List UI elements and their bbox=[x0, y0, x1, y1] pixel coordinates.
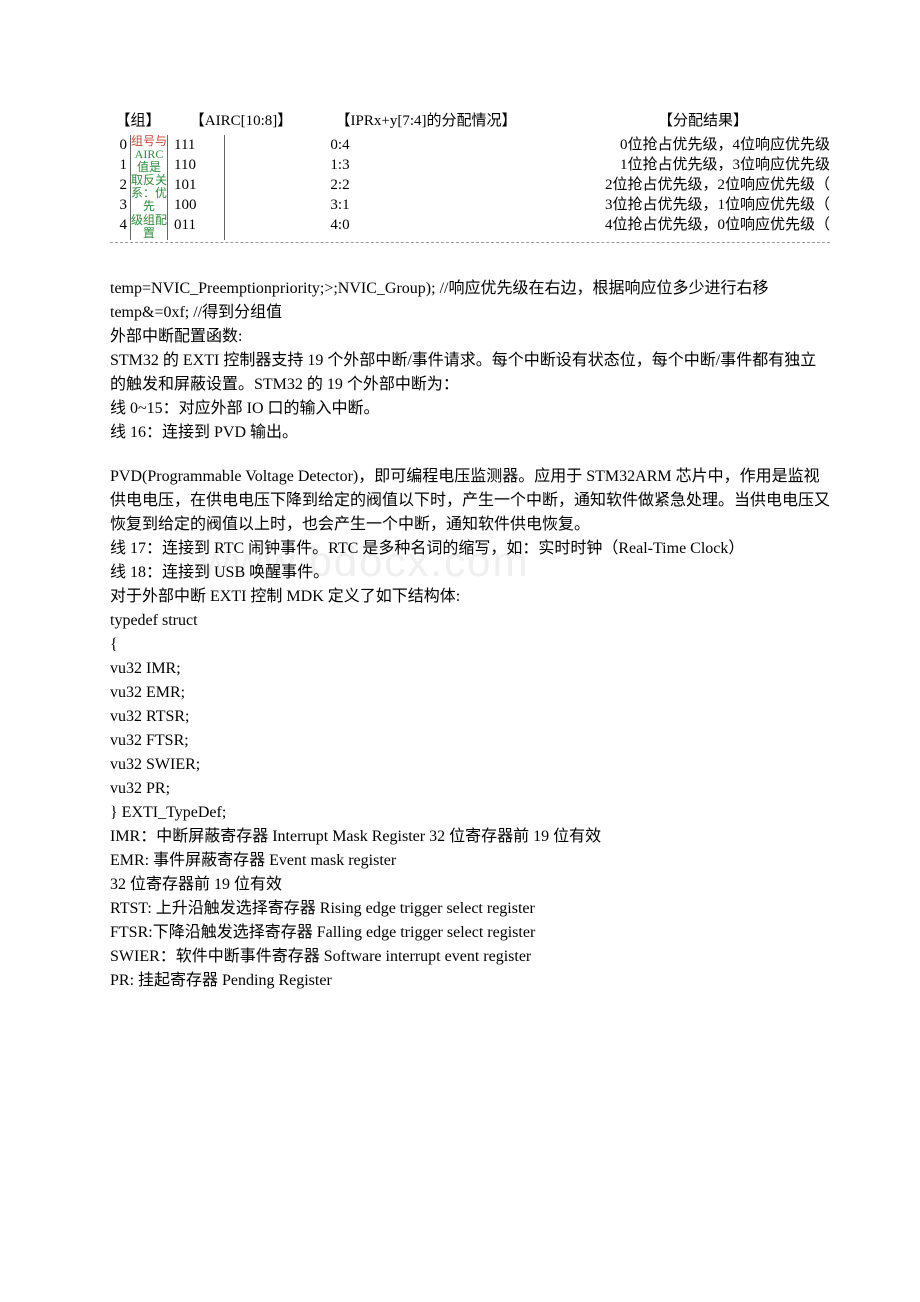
result-cell: 0位抢占优先级，4位响应优先级 bbox=[455, 135, 830, 155]
group-num: 1 bbox=[110, 155, 130, 175]
para: vu32 FTSR; bbox=[110, 729, 830, 753]
group-num: 0 bbox=[110, 135, 130, 155]
airc-cell: 100 bbox=[168, 195, 224, 215]
para: PR: 挂起寄存器 Pending Register bbox=[110, 969, 830, 993]
para: vu32 RTSR; bbox=[110, 705, 830, 729]
para: 线 17：连接到 RTC 闹钟事件。RTC 是多种名词的缩写，如：实时时钟（Re… bbox=[110, 537, 830, 561]
para: 32 位寄存器前 19 位有效 bbox=[110, 873, 830, 897]
airc-column: 111 110 101 100 011 bbox=[168, 135, 225, 241]
ipr-cell: 1:3 bbox=[225, 155, 455, 175]
airc-cell: 101 bbox=[168, 175, 224, 195]
para: FTSR:下降沿触发选择寄存器 Falling edge trigger sel… bbox=[110, 921, 830, 945]
group-num: 2 bbox=[110, 175, 130, 195]
para: STM32 的 EXTI 控制器支持 19 个外部中断/事件请求。每个中断设有状… bbox=[110, 349, 830, 397]
para: } EXTI_TypeDef; bbox=[110, 801, 830, 825]
para: IMR：中断屏蔽寄存器 Interrupt Mask Register 32 位… bbox=[110, 825, 830, 849]
para: 对于外部中断 EXTI 控制 MDK 定义了如下结构体: bbox=[110, 585, 830, 609]
para: vu32 PR; bbox=[110, 777, 830, 801]
para: 线 16：连接到 PVD 输出。 bbox=[110, 421, 830, 445]
para: vu32 SWIER; bbox=[110, 753, 830, 777]
result-column: 0位抢占优先级，4位响应优先级 1位抢占优先级，3位响应优先级 2位抢占优先级，… bbox=[455, 135, 830, 241]
para: SWIER：软件中断事件寄存器 Software interrupt event… bbox=[110, 945, 830, 969]
ipr-column: 0:4 1:3 2:2 3:1 4:0 bbox=[225, 135, 455, 241]
para: typedef struct bbox=[110, 609, 830, 633]
ipr-cell: 4:0 bbox=[225, 215, 455, 235]
anno-line: 系：优先 bbox=[131, 187, 167, 213]
para: { bbox=[110, 633, 830, 657]
anno-line: 组号与 bbox=[131, 135, 167, 148]
th-airc: 【AIRC[10:8]】 bbox=[166, 110, 316, 135]
para: temp=NVIC_Preemptionpriority;>;NVIC_Grou… bbox=[110, 277, 830, 301]
ipr-cell: 0:4 bbox=[225, 135, 455, 155]
result-cell: 2位抢占优先级，2位响应优先级（ bbox=[455, 175, 830, 195]
table-bottom-border bbox=[110, 242, 830, 243]
para: temp&=0xf; //得到分组值 bbox=[110, 301, 830, 325]
airc-cell: 110 bbox=[168, 155, 224, 175]
priority-table: 【组】 【AIRC[10:8]】 【IPRx+y[7:4]的分配情况】 【分配结… bbox=[110, 110, 830, 243]
anno-line: AIRC值是 bbox=[131, 148, 167, 174]
para: 线 18：连接到 USB 唤醒事件。 bbox=[110, 561, 830, 585]
th-group: 【组】 bbox=[110, 110, 166, 135]
result-cell: 3位抢占优先级，1位响应优先级（ bbox=[455, 195, 830, 215]
para: EMR: 事件屏蔽寄存器 Event mask register bbox=[110, 849, 830, 873]
group-num: 3 bbox=[110, 195, 130, 215]
ipr-cell: 2:2 bbox=[225, 175, 455, 195]
para: vu32 EMR; bbox=[110, 681, 830, 705]
ipr-cell: 3:1 bbox=[225, 195, 455, 215]
para: RTST: 上升沿触发选择寄存器 Rising edge trigger sel… bbox=[110, 897, 830, 921]
side-annotation: 组号与 AIRC值是 取反关 系：优先 级组配置 bbox=[131, 135, 168, 241]
result-cell: 4位抢占优先级，0位响应优先级（ bbox=[455, 215, 830, 235]
para: PVD(Programmable Voltage Detector)，即可编程电… bbox=[110, 465, 830, 537]
airc-cell: 111 bbox=[168, 135, 224, 155]
para: 线 0~15：对应外部 IO 口的输入中断。 bbox=[110, 397, 830, 421]
th-ipr: 【IPRx+y[7:4]的分配情况】 bbox=[316, 110, 536, 135]
th-result: 【分配结果】 bbox=[536, 110, 830, 135]
airc-cell: 011 bbox=[168, 215, 224, 235]
anno-line: 级组配置 bbox=[131, 214, 167, 240]
result-cell: 1位抢占优先级，3位响应优先级 bbox=[455, 155, 830, 175]
para: 外部中断配置函数: bbox=[110, 325, 830, 349]
group-num: 4 bbox=[110, 215, 130, 235]
group-number-column: 0 1 2 3 4 bbox=[110, 135, 131, 241]
para: vu32 IMR; bbox=[110, 657, 830, 681]
